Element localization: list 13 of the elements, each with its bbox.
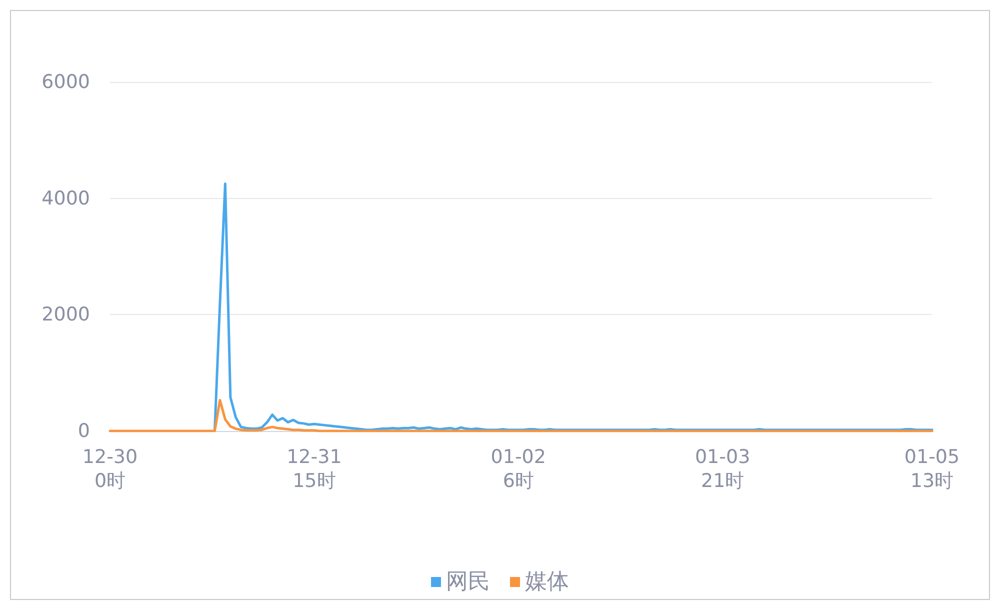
x-tick-label: 01-02 6时	[490, 446, 546, 492]
y-tick-label: 2000	[42, 304, 90, 326]
x-tick-label: 01-05 13时	[904, 446, 960, 492]
legend-label: 媒体	[525, 570, 569, 594]
y-tick-label: 4000	[42, 187, 90, 210]
line-series	[108, 398, 934, 432]
legend-label: 网民	[446, 570, 490, 594]
line-series	[213, 182, 934, 432]
x-tick-label: 12-30 0时	[82, 446, 138, 492]
x-tick-label: 12-31 15时	[286, 446, 342, 492]
y-tick-label: 6000	[42, 71, 90, 93]
x-tick-label: 01-03 21时	[694, 446, 750, 492]
y-tick-label: 0	[78, 420, 90, 442]
